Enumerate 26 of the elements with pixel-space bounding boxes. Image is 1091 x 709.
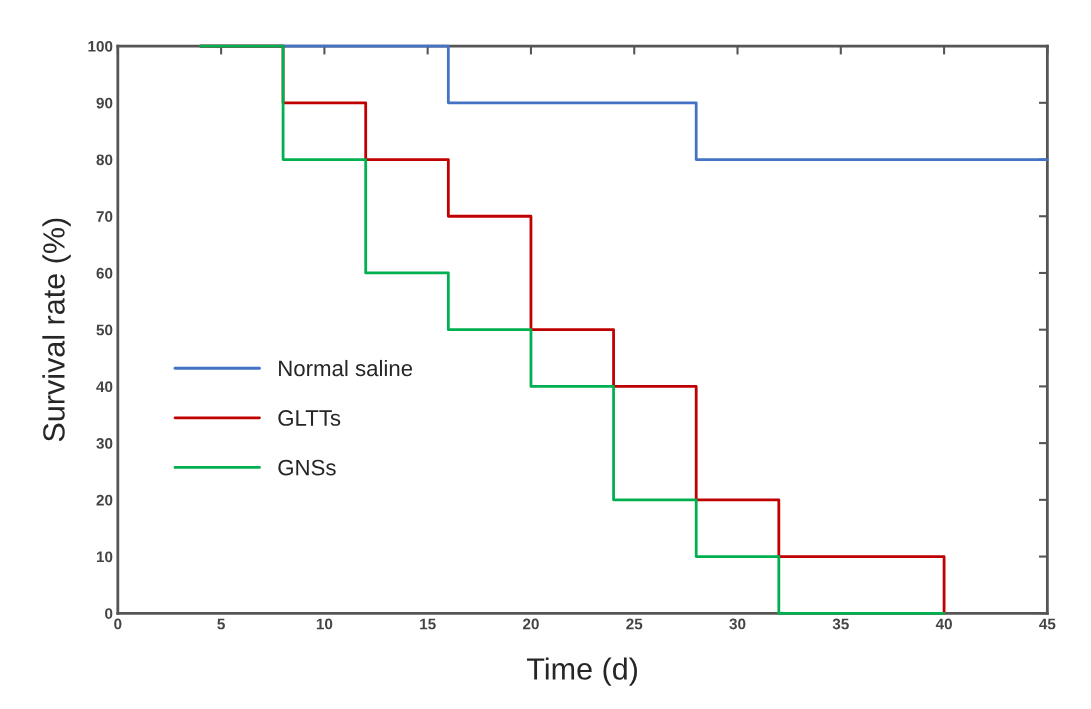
x-tick-label: 20 (522, 618, 539, 630)
y-tick-label: 60 (96, 267, 113, 279)
y-tick-label: 0 (105, 608, 113, 619)
x-axis-title: Time (d) (526, 657, 637, 686)
x-tick-label: 45 (1039, 618, 1056, 630)
x-tick-label: 10 (316, 618, 333, 630)
x-tick-label: 5 (217, 618, 225, 630)
x-tick-label: 25 (626, 618, 643, 630)
y-tick-label: 10 (96, 551, 113, 563)
x-tick-label: 40 (935, 618, 952, 630)
x-tick-label: 30 (729, 618, 746, 630)
legend-label: GLTTs (278, 410, 341, 426)
x-tick-label: 35 (832, 618, 849, 630)
y-tick-label: 40 (96, 381, 113, 393)
y-tick-label: 70 (96, 211, 113, 222)
x-tick-label: 15 (420, 618, 436, 630)
y-tick-label: 20 (96, 494, 113, 506)
y-tick-label: 80 (96, 154, 113, 166)
y-axis-title: Survival rate (%) (42, 218, 71, 442)
legend-label: GNSs (278, 459, 336, 476)
legend-label: Normal saline (279, 359, 413, 377)
y-tick-label: 90 (96, 97, 113, 109)
x-tick-label: 0 (114, 618, 122, 630)
y-tick-label: 100 (88, 40, 113, 52)
y-tick-label: 50 (96, 324, 113, 336)
y-tick-label: 30 (96, 437, 113, 449)
